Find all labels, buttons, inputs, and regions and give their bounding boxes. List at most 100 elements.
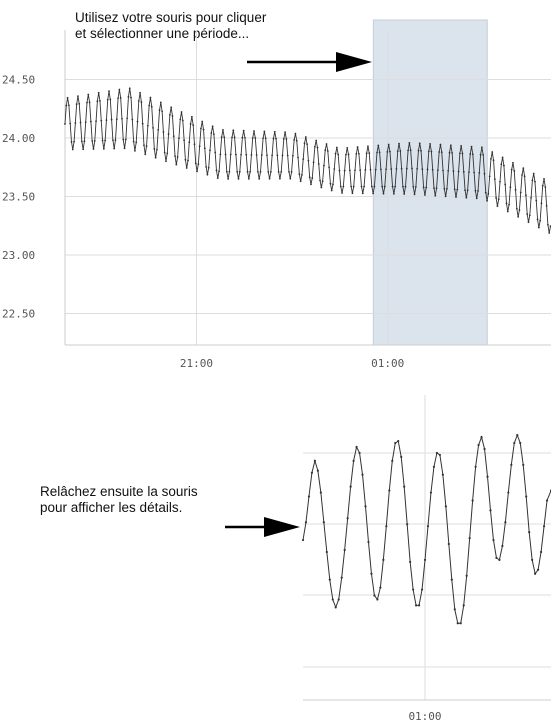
- y-tick-label: 22.50: [2, 308, 35, 321]
- data-point: [444, 195, 447, 198]
- detail-data-point: [304, 521, 308, 524]
- data-point: [502, 164, 505, 167]
- data-point: [171, 115, 174, 117]
- data-point: [456, 188, 459, 191]
- data-point: [192, 124, 195, 126]
- detail-data-point: [388, 489, 391, 492]
- overview-chart[interactable]: 22.50 23.00 23.50 24.00 24.50 21:00 01:00: [2, 19, 551, 370]
- data-point: [272, 137, 275, 140]
- data-point: [352, 185, 355, 188]
- data-point: [435, 187, 438, 190]
- y-tick-label: 23.50: [2, 191, 35, 204]
- data-point: [156, 148, 158, 151]
- detail-data-point: [301, 538, 305, 542]
- detail-data-point: [322, 521, 325, 524]
- data-point: [203, 147, 206, 150]
- data-point: [225, 170, 228, 173]
- data-point: [495, 197, 498, 199]
- data-point: [234, 153, 237, 156]
- data-point: [319, 179, 321, 182]
- data-point: [399, 150, 402, 152]
- data-point: [109, 98, 112, 101]
- detail-data-point: [537, 568, 540, 571]
- data-point: [297, 156, 299, 159]
- detail-data-point: [489, 509, 492, 512]
- data-point: [357, 152, 360, 155]
- data-point: [289, 177, 292, 180]
- data-point: [222, 129, 224, 131]
- data-point: [429, 142, 431, 145]
- data-point: [118, 88, 121, 91]
- data-point: [286, 154, 289, 157]
- data-point: [216, 177, 219, 180]
- data-point: [414, 186, 417, 188]
- detail-data-point: [450, 578, 453, 581]
- data-point: [426, 168, 429, 171]
- detail-data-point: [349, 485, 352, 488]
- data-point: [506, 210, 509, 213]
- data-point: [413, 193, 416, 196]
- data-point: [487, 193, 490, 195]
- data-point: [449, 144, 452, 147]
- data-point: [134, 149, 136, 152]
- data-point: [240, 153, 242, 156]
- data-point: [167, 133, 170, 135]
- data-point: [264, 137, 267, 140]
- detail-data-point: [444, 505, 447, 508]
- data-point: [229, 153, 232, 156]
- data-point: [69, 122, 72, 125]
- data-point: [330, 189, 333, 192]
- data-point: [137, 100, 140, 102]
- data-point: [127, 95, 130, 98]
- detail-chart[interactable]: 01:00: [301, 395, 551, 723]
- data-point: [364, 169, 367, 171]
- detail-data-point: [495, 556, 498, 559]
- select-instruction: Utilisez votre souris pour cliquer et sé…: [75, 10, 266, 42]
- data-point: [404, 185, 407, 188]
- data-point: [96, 100, 99, 103]
- detail-data-point: [376, 598, 379, 601]
- data-point: [170, 106, 173, 109]
- data-point: [276, 154, 279, 157]
- data-point: [376, 151, 378, 154]
- data-point: [281, 154, 284, 157]
- data-point: [315, 139, 318, 142]
- data-point: [130, 96, 132, 99]
- data-point: [112, 139, 114, 142]
- detail-data-point: [420, 588, 424, 591]
- detail-data-point: [394, 441, 397, 445]
- data-point: [284, 131, 286, 134]
- data-point: [146, 124, 149, 127]
- data-point: [139, 91, 141, 94]
- data-point: [148, 104, 151, 107]
- data-point: [227, 178, 230, 180]
- data-point: [183, 139, 186, 142]
- data-point: [295, 139, 298, 142]
- data-point: [220, 136, 223, 138]
- release-instruction-line-1: Relâchez ensuite la souris: [40, 484, 198, 499]
- data-point: [390, 168, 393, 170]
- data-point: [87, 93, 90, 96]
- data-point: [407, 149, 409, 152]
- detail-data-point: [429, 491, 433, 494]
- data-point: [308, 176, 311, 179]
- selection-range[interactable]: [372, 19, 488, 346]
- data-point: [497, 198, 500, 201]
- detail-data-point: [406, 523, 409, 526]
- data-point: [149, 96, 152, 99]
- data-point: [99, 99, 101, 102]
- data-point: [117, 97, 119, 100]
- data-point: [84, 121, 87, 123]
- data-point: [528, 214, 531, 217]
- data-point: [474, 189, 477, 192]
- data-point: [102, 147, 105, 150]
- detail-data-point: [382, 558, 385, 561]
- data-point: [75, 103, 78, 106]
- data-point: [547, 223, 549, 226]
- data-point: [408, 141, 411, 144]
- data-point: [178, 137, 180, 140]
- data-point: [121, 117, 123, 120]
- detail-data-point: [492, 538, 495, 542]
- data-point: [269, 170, 272, 173]
- detail-data-point: [462, 604, 465, 607]
